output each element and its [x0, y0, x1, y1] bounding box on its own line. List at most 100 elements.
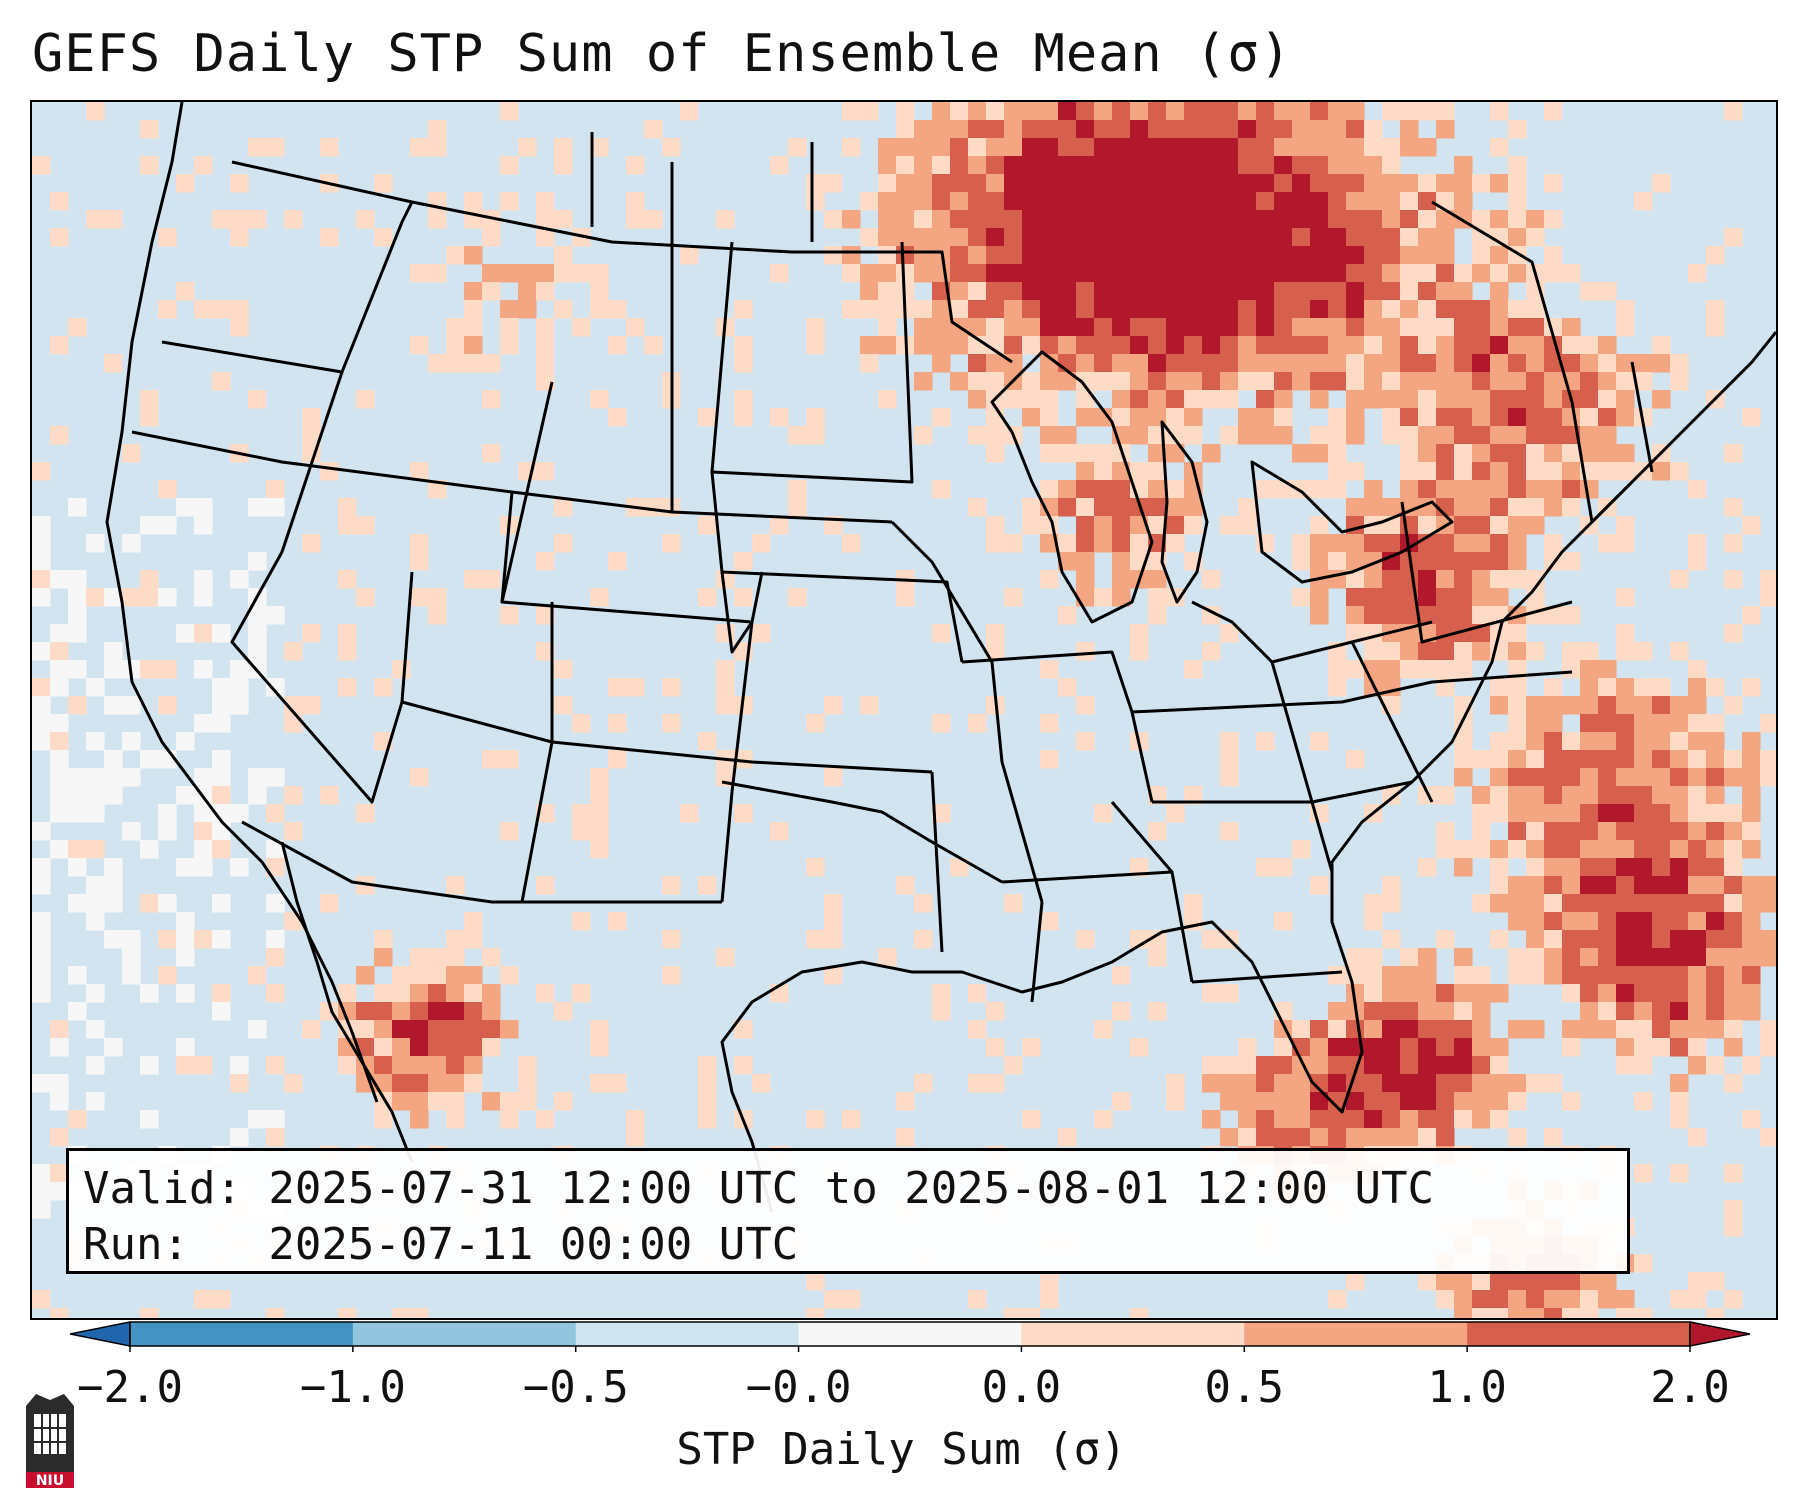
stp-cell	[1544, 822, 1563, 841]
stp-cell	[1202, 138, 1221, 157]
stp-cell	[1058, 120, 1077, 139]
stp-cell	[158, 930, 177, 949]
stp-cell	[1724, 444, 1743, 463]
stp-cell	[194, 588, 213, 607]
stp-cell	[194, 300, 213, 319]
stp-cell	[896, 264, 915, 283]
stp-cell	[1202, 210, 1221, 229]
stp-cell	[1454, 552, 1473, 571]
stp-cell	[1184, 336, 1203, 355]
stp-cell	[1634, 786, 1653, 805]
stp-cell	[1022, 372, 1041, 391]
stp-cell	[500, 606, 519, 625]
stp-cell	[1472, 444, 1491, 463]
stp-cell	[32, 516, 51, 535]
stp-cell	[1580, 930, 1599, 949]
stp-cell	[1184, 894, 1203, 913]
stp-cell	[266, 480, 285, 499]
stp-cell	[248, 642, 267, 661]
stp-cell	[1490, 1308, 1509, 1318]
stp-cell	[1220, 138, 1239, 157]
stp-cell	[1472, 210, 1491, 229]
stp-cell	[1472, 804, 1491, 823]
stp-cell	[1544, 768, 1563, 787]
stp-cell	[1742, 894, 1761, 913]
stp-cell	[1436, 570, 1455, 589]
stp-cell	[518, 1074, 537, 1093]
stp-cell	[1166, 174, 1185, 193]
stp-cell	[1490, 174, 1509, 193]
stp-cell	[1616, 1308, 1635, 1318]
stp-cell	[1634, 858, 1653, 877]
stp-cell	[1346, 156, 1365, 175]
stp-cell	[1544, 876, 1563, 895]
stp-cell	[806, 318, 825, 337]
stp-cell	[896, 1092, 915, 1111]
stp-cell	[1364, 1002, 1383, 1021]
stp-cell	[1454, 264, 1473, 283]
stp-cell	[1652, 930, 1671, 949]
stp-cell	[1166, 246, 1185, 265]
stp-cell	[1112, 282, 1131, 301]
stp-cell	[1562, 318, 1581, 337]
stp-cell	[1094, 462, 1113, 481]
stp-cell	[626, 318, 645, 337]
stp-cell	[1130, 426, 1149, 445]
stp-cell	[50, 426, 69, 445]
stp-cell	[1508, 516, 1527, 535]
stp-cell	[590, 804, 609, 823]
stp-cell	[734, 336, 753, 355]
stp-cell	[1652, 1020, 1671, 1039]
stp-cell	[1508, 1290, 1527, 1309]
stp-cell	[1706, 894, 1725, 913]
stp-cell	[1400, 1056, 1419, 1075]
stp-cell	[1436, 1128, 1455, 1147]
stp-cell	[428, 966, 447, 985]
stp-cell	[338, 624, 357, 643]
stp-cell	[1742, 1002, 1761, 1021]
stp-cell	[536, 264, 555, 283]
stp-cell	[1490, 840, 1509, 859]
stp-cell	[122, 966, 141, 985]
stp-cell	[626, 1110, 645, 1129]
stp-cell	[1454, 750, 1473, 769]
stp-cell	[1490, 228, 1509, 247]
stp-cell	[1040, 480, 1059, 499]
stp-cell	[1508, 1272, 1527, 1291]
stp-cell	[1634, 642, 1653, 661]
stp-cell	[860, 300, 879, 319]
stp-cell	[1490, 480, 1509, 499]
stp-cell	[1688, 786, 1707, 805]
stp-cell	[1490, 336, 1509, 355]
stp-cell	[1544, 1074, 1563, 1093]
stp-cell	[1490, 588, 1509, 607]
stp-cell	[1634, 876, 1653, 895]
stp-cell	[1598, 678, 1617, 697]
stp-cell	[1130, 534, 1149, 553]
stp-cell	[1292, 156, 1311, 175]
stp-cell	[1760, 588, 1776, 607]
stp-cell	[482, 390, 501, 409]
stp-cell	[1454, 966, 1473, 985]
stp-cell	[518, 282, 537, 301]
stp-cell	[32, 1074, 51, 1093]
stp-cell	[1742, 786, 1761, 805]
stp-cell	[1202, 318, 1221, 337]
stp-cell	[1562, 462, 1581, 481]
stp-cell	[1634, 696, 1653, 715]
stp-cell	[50, 1074, 69, 1093]
stp-cell	[896, 138, 915, 157]
stp-cell	[1112, 264, 1131, 283]
stp-cell	[140, 408, 159, 427]
stp-cell	[1580, 1020, 1599, 1039]
stp-cell	[968, 210, 987, 229]
stp-cell	[1364, 174, 1383, 193]
stp-cell	[554, 498, 573, 517]
stp-cell	[932, 804, 951, 823]
stp-cell	[68, 840, 87, 859]
stp-cell	[986, 534, 1005, 553]
stp-cell	[1652, 390, 1671, 409]
stp-cell	[1382, 282, 1401, 301]
stp-cell	[140, 156, 159, 175]
stp-cell	[1148, 588, 1167, 607]
